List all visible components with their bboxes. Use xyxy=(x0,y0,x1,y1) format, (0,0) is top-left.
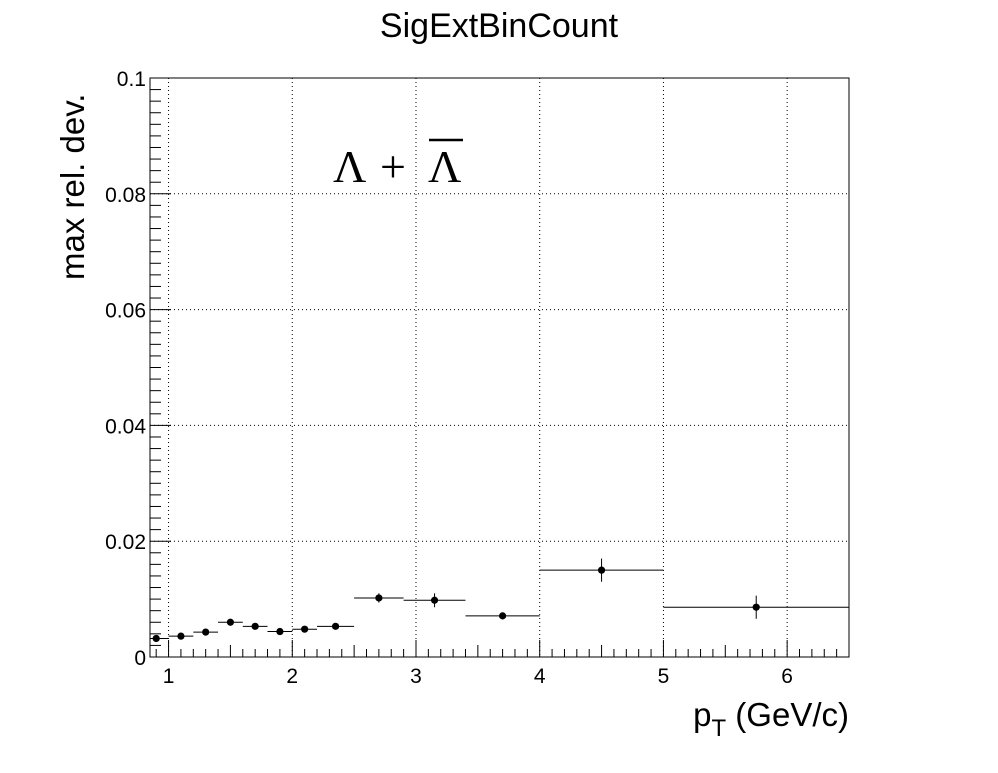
data-marker xyxy=(251,622,259,630)
x-axis-label-sub: T xyxy=(711,715,726,742)
y-tick-label: 0.1 xyxy=(117,68,146,91)
data-marker xyxy=(752,603,760,611)
data-marker xyxy=(226,618,235,626)
y-tick-label: 0.08 xyxy=(105,184,146,207)
data-point xyxy=(539,558,664,582)
data-marker xyxy=(597,566,606,574)
x-tick-label: 2 xyxy=(286,665,298,688)
data-points xyxy=(150,558,849,643)
x-tick-label: 3 xyxy=(410,665,422,688)
data-marker xyxy=(331,622,340,630)
data-point xyxy=(242,622,268,630)
axis-ticks: 1 2 3 4 5 6 0 0.02 0.04 0.06 0.08 0.1 xyxy=(105,68,850,688)
data-point xyxy=(193,628,219,636)
data-marker xyxy=(202,628,210,636)
x-tick-label: 1 xyxy=(163,665,175,688)
data-marker xyxy=(498,612,507,620)
x-tick-label: 6 xyxy=(781,665,793,688)
data-marker xyxy=(177,632,185,640)
data-marker xyxy=(430,596,439,604)
plot-frame xyxy=(149,77,850,658)
data-point xyxy=(267,627,293,636)
x-axis-label-unit: (GeV/c) xyxy=(726,696,849,733)
x-axis-label: pT (GeV/c) xyxy=(693,696,849,742)
data-marker xyxy=(276,627,284,636)
chart-title: SigExtBinCount xyxy=(380,7,619,45)
data-point xyxy=(317,622,355,630)
data-marker xyxy=(301,625,309,633)
data-point xyxy=(150,634,169,643)
y-tick-label: 0.06 xyxy=(105,300,146,323)
data-point xyxy=(663,595,849,619)
x-axis-label-main: p xyxy=(693,696,711,733)
data-point xyxy=(403,593,466,608)
y-tick-label: 0 xyxy=(134,647,146,670)
data-point xyxy=(218,618,243,626)
annotation-lambda: Λ + Λ xyxy=(333,138,463,192)
data-point xyxy=(292,625,318,633)
x-tick-label: 5 xyxy=(658,665,670,688)
data-point xyxy=(168,632,194,640)
annotation-lambda-symbol: Λ xyxy=(333,141,366,192)
y-axis-label: max rel. dev. xyxy=(54,94,91,280)
data-point xyxy=(354,593,404,603)
y-tick-label: 0.02 xyxy=(105,531,146,554)
annotation-antilambda-symbol: Λ xyxy=(428,141,461,192)
annotation-plus: + xyxy=(380,141,406,192)
x-tick-label: 4 xyxy=(534,665,546,688)
y-tick-label: 0.04 xyxy=(105,415,146,438)
grid xyxy=(150,77,849,658)
data-marker xyxy=(375,594,383,602)
data-point xyxy=(465,612,540,620)
data-marker xyxy=(152,634,160,643)
